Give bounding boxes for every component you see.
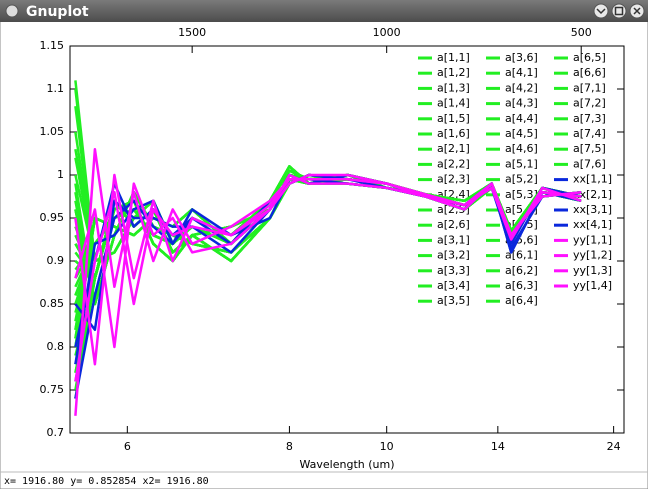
y-tick-label: 1.1	[47, 82, 65, 95]
legend-label: yy[1,2]	[573, 249, 612, 262]
legend-label: a[3,6]	[505, 51, 538, 64]
y-tick-label: 0.9	[47, 254, 65, 267]
legend-label: a[7,1]	[573, 81, 606, 94]
legend-label: a[3,2]	[437, 249, 470, 262]
window-icon[interactable]	[5, 4, 19, 18]
legend-label: a[2,6]	[437, 218, 470, 231]
legend-label: a[7,3]	[573, 112, 606, 125]
legend-label: a[1,1]	[437, 51, 470, 64]
series-line	[74, 178, 582, 382]
legend-label: a[6,2]	[505, 264, 538, 277]
legend-label: a[1,5]	[437, 112, 470, 125]
legend-label: a[2,5]	[437, 203, 470, 216]
legend-label: xx[2,1]	[573, 188, 612, 201]
legend-label: yy[1,4]	[573, 279, 612, 292]
legend-label: a[6,3]	[505, 279, 538, 292]
minimize-button[interactable]	[593, 3, 609, 19]
legend-label: a[5,2]	[505, 173, 538, 186]
legend-label: xx[4,1]	[573, 218, 612, 231]
legend-label: a[7,6]	[573, 157, 606, 170]
legend-label: a[5,3]	[505, 188, 538, 201]
legend-label: a[2,3]	[437, 173, 470, 186]
legend-label: a[6,5]	[573, 51, 606, 64]
legend-label: a[6,4]	[505, 294, 538, 307]
legend-label: a[7,4]	[573, 127, 606, 140]
x-tick-label: 6	[124, 440, 131, 453]
y-tick-label: 0.95	[40, 211, 65, 224]
legend-label: a[4,5]	[505, 127, 538, 140]
x-axis-label: Wavelength (um)	[299, 458, 394, 471]
y-tick-label: 0.75	[40, 383, 65, 396]
y-tick-label: 1.15	[40, 39, 65, 52]
legend-label: a[1,6]	[437, 127, 470, 140]
legend-label: a[4,1]	[505, 66, 538, 79]
legend-label: a[2,2]	[437, 157, 470, 170]
maximize-glyph	[614, 6, 624, 16]
y-tick-label: 1	[57, 168, 64, 181]
legend-label: a[3,1]	[437, 233, 470, 246]
legend-label: a[1,3]	[437, 81, 470, 94]
legend-label: a[3,4]	[437, 279, 470, 292]
x-tick-label: 24	[607, 440, 621, 453]
legend-label: a[4,2]	[505, 81, 538, 94]
x2-tick-label: 1500	[178, 26, 206, 39]
x2-tick-label: 500	[571, 26, 592, 39]
legend-label: a[3,3]	[437, 264, 470, 277]
x2-tick-label: 1000	[373, 26, 401, 39]
close-glyph	[633, 7, 641, 15]
legend-label: a[6,1]	[505, 249, 538, 262]
plot-lines	[74, 80, 582, 416]
legend-label: yy[1,3]	[573, 264, 612, 277]
y-tick-label: 1.05	[40, 125, 65, 138]
legend-label: a[4,3]	[505, 97, 538, 110]
legend-label: a[7,5]	[573, 142, 606, 155]
window-title: Gnuplot	[26, 4, 89, 20]
legend-label: yy[1,1]	[573, 233, 612, 246]
y-tick-label: 0.85	[40, 297, 65, 310]
legend-label: a[5,1]	[505, 157, 538, 170]
status-bar: x= 1916.80 y= 0.852854 x2= 1916.80	[4, 476, 209, 487]
legend-label: a[7,2]	[573, 97, 606, 110]
x-tick-label: 8	[286, 440, 293, 453]
maximize-button[interactable]	[611, 3, 627, 19]
legend-label: a[4,6]	[505, 142, 538, 155]
legend-label: a[3,5]	[437, 294, 470, 307]
legend-label: a[1,2]	[437, 66, 470, 79]
window-buttons	[593, 3, 645, 19]
y-tick-label: 0.8	[47, 340, 65, 353]
y-tick-label: 0.7	[47, 426, 65, 439]
legend-label: xx[3,1]	[573, 203, 612, 216]
minimize-glyph	[596, 8, 606, 15]
legend-label: xx[1,1]	[573, 173, 612, 186]
x-tick-label: 10	[380, 440, 394, 453]
x-tick-label: 14	[491, 440, 505, 453]
legend-label: a[1,4]	[437, 97, 470, 110]
title-bar	[0, 0, 648, 22]
legend-label: a[2,1]	[437, 142, 470, 155]
plot-border	[69, 45, 625, 434]
legend-label: a[6,6]	[573, 66, 606, 79]
legend-label: a[4,4]	[505, 112, 538, 125]
